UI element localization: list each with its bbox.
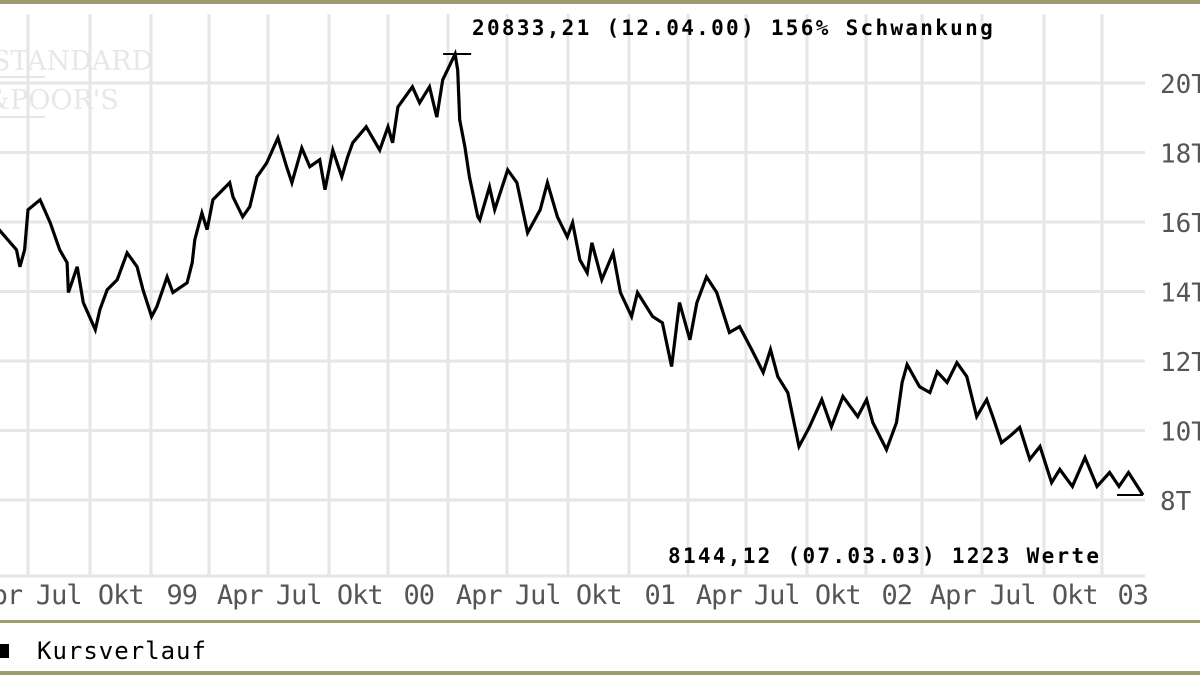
bottom-border bbox=[0, 671, 1200, 675]
x-tick-label: Apr bbox=[0, 580, 23, 611]
x-tick-label: Jul bbox=[515, 580, 561, 611]
legend-swatch bbox=[0, 644, 9, 658]
x-tick-label: Jul bbox=[990, 580, 1036, 611]
y-tick-label: 18T bbox=[1160, 140, 1200, 170]
x-tick-label: Okt bbox=[576, 580, 622, 611]
grid bbox=[0, 14, 1145, 578]
y-tick-label: 12T bbox=[1160, 348, 1200, 378]
max-annotation: 20833,21 (12.04.00) 156% Schwankung bbox=[472, 16, 995, 40]
x-tick-label: Okt bbox=[815, 580, 861, 611]
y-tick-label: 14T bbox=[1160, 279, 1200, 309]
x-tick-label: Okt bbox=[1052, 580, 1098, 611]
x-tick-label: Jul bbox=[36, 580, 82, 611]
x-tick-label: Okt bbox=[98, 580, 144, 611]
legend: Kursverlauf bbox=[0, 634, 207, 668]
top-border bbox=[0, 0, 1200, 4]
y-tick-label: 10T bbox=[1160, 418, 1200, 448]
watermark-line1: STANDARD bbox=[0, 46, 153, 77]
x-axis-labels: Apr Jul Okt 99 Apr Jul Okt 00 Apr Jul Okt 01 Apr Jul O… bbox=[0, 580, 1149, 611]
x-tick-label: 01 bbox=[645, 580, 676, 611]
x-tick-label: 99 bbox=[167, 580, 198, 611]
x-tick-label: 00 bbox=[404, 580, 435, 611]
y-tick-label: 20T bbox=[1160, 70, 1200, 100]
x-tick-label: Jul bbox=[276, 580, 322, 611]
x-tick-label: Apr bbox=[930, 580, 977, 611]
x-tick-label: Okt bbox=[337, 580, 383, 611]
min-annotation: 8144,12 (07.03.03) 1223 Werte bbox=[668, 544, 1101, 568]
x-tick-label: 03 bbox=[1118, 580, 1149, 611]
legend-top-border bbox=[0, 620, 1200, 623]
y-axis-labels: 20T 18T 16T 14T 12T 10T 8T bbox=[1160, 70, 1200, 517]
y-tick-label: 16T bbox=[1160, 209, 1200, 239]
x-tick-label: 02 bbox=[882, 580, 913, 611]
series-line-kursverlauf bbox=[0, 48, 1145, 496]
standard-poors-watermark-logo: STANDARD &POOR'S bbox=[0, 46, 153, 118]
y-tick-label: 8T bbox=[1160, 487, 1192, 517]
watermark-line2: &POOR'S bbox=[0, 85, 119, 116]
legend-label: Kursverlauf bbox=[37, 637, 207, 665]
x-tick-label: Apr bbox=[696, 580, 743, 611]
x-tick-label: Apr bbox=[217, 580, 264, 611]
x-tick-label: Jul bbox=[754, 580, 800, 611]
series-marks bbox=[0, 48, 1145, 496]
x-tick-label: Apr bbox=[456, 580, 503, 611]
